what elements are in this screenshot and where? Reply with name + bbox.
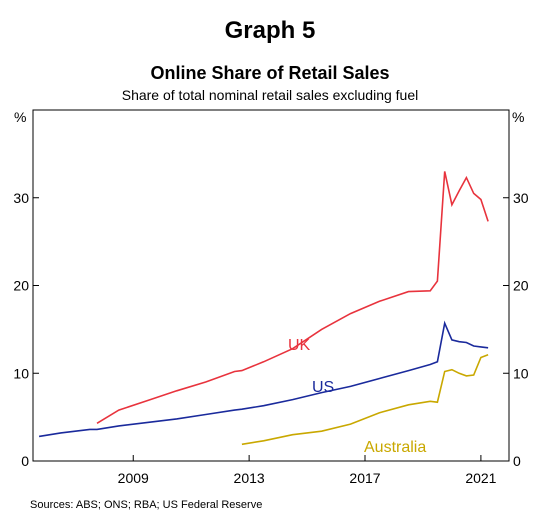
y2-tick-label: 30 <box>513 190 529 206</box>
chart-title: Graph 5 <box>225 17 316 44</box>
x-tick-label: 2017 <box>349 470 380 486</box>
x-tick-label: 2009 <box>118 470 149 486</box>
y2-tick-label: 20 <box>513 278 529 294</box>
y-tick-label: 0 <box>21 453 29 469</box>
chart-subtitle: Online Share of Retail Sales <box>150 63 389 83</box>
series-line <box>38 320 489 438</box>
x-tick-label: 2021 <box>465 470 496 486</box>
plot-frame <box>32 109 510 462</box>
source-note: Sources: ABS; ONS; RBA; US Federal Reser… <box>30 499 262 511</box>
series-label: US <box>312 379 334 396</box>
series-label: UK <box>288 337 311 354</box>
y-tick-label: 30 <box>13 190 29 206</box>
series-line <box>96 171 489 424</box>
series-line <box>241 354 489 446</box>
x-tick-label: 2013 <box>234 470 265 486</box>
series-label: Australia <box>364 439 426 456</box>
y2-unit: % <box>512 109 524 125</box>
y2-tick-label: 10 <box>513 365 529 381</box>
y-unit: % <box>14 109 26 125</box>
y-tick-label: 10 <box>13 365 29 381</box>
y-tick-label: 20 <box>13 278 29 294</box>
y2-tick-label: 0 <box>513 453 521 469</box>
chart-description: Share of total nominal retail sales excl… <box>122 87 419 103</box>
